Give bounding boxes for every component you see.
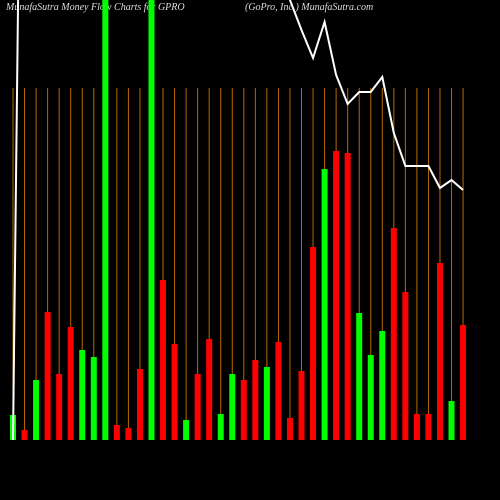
bar (21, 430, 28, 440)
bar (436, 263, 443, 440)
bar (171, 344, 178, 440)
bar (102, 0, 109, 440)
bar (367, 355, 374, 440)
bar (321, 169, 328, 440)
bar (240, 380, 247, 440)
bar (194, 374, 201, 440)
bar (44, 312, 51, 440)
chart-subtitle: (GoPro, Inc.) MunafaSutra.com (245, 2, 373, 13)
bar (286, 418, 293, 440)
bar (33, 380, 40, 440)
bar (136, 369, 143, 440)
bar (148, 0, 155, 440)
bar (379, 331, 386, 440)
bar (113, 425, 120, 440)
bar (160, 280, 167, 440)
bar (252, 360, 259, 440)
bar (90, 357, 97, 440)
bar (356, 313, 363, 440)
bar (183, 420, 190, 440)
bar (333, 151, 340, 440)
chart-title: MunafaSutra Money Flow Charts for GPRO (5, 2, 185, 13)
bar (56, 374, 63, 440)
bar (448, 401, 455, 440)
bar (275, 342, 282, 440)
bar (390, 228, 397, 440)
bar (310, 247, 317, 440)
bar (206, 339, 213, 440)
bar (67, 327, 74, 440)
price-line (12, 0, 464, 440)
bar (298, 371, 305, 440)
bar (229, 374, 236, 440)
bar (413, 414, 420, 440)
lines (12, 0, 464, 440)
bar (460, 325, 467, 440)
bar (425, 414, 432, 440)
bar (263, 367, 270, 440)
bar (79, 350, 86, 440)
bars (10, 0, 467, 440)
bar (344, 153, 351, 440)
bar (125, 428, 132, 440)
bar (402, 292, 409, 440)
bar (217, 414, 224, 440)
